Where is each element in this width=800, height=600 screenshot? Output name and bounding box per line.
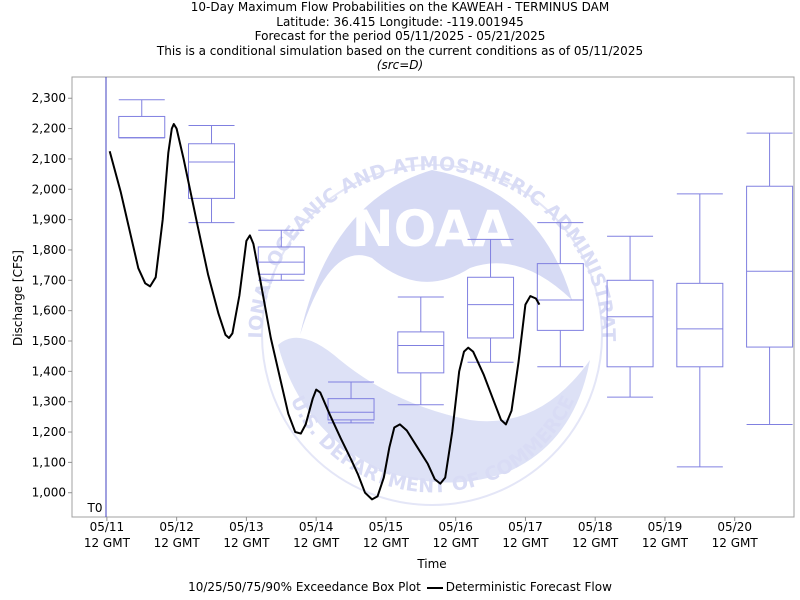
t0-label: T0 [87, 501, 103, 515]
t0-marker: T0 [87, 77, 107, 517]
noaa-logo-text: NOAA [352, 200, 513, 258]
y-tick-label: 1,600 [32, 304, 66, 318]
x-tick-label: 12 GMT [363, 536, 410, 550]
x-axis-label: Time [416, 557, 446, 571]
legend: 10/25/50/75/90% Exceedance Box Plot Deter… [0, 580, 800, 594]
noaa-wave-shape [278, 337, 590, 483]
chart-header: 10-Day Maximum Flow Probabilities on the… [0, 0, 800, 73]
box-iqr [467, 276, 515, 339]
box-plot [746, 132, 794, 425]
legend-line-swatch [426, 586, 443, 589]
plot-area [71, 76, 795, 518]
chart-location: Latitude: 36.415 Longitude: -119.001945 [276, 14, 524, 29]
chart-note: This is a conditional simulation based o… [156, 43, 644, 58]
chart-period: Forecast for the period 05/11/2025 - 05/… [254, 29, 546, 44]
x-tick-label: 12 GMT [502, 536, 549, 550]
box-plot [188, 125, 236, 224]
box-iqr [536, 263, 584, 331]
y-tick-label: 1,400 [32, 364, 66, 378]
y-tick-label: 1,100 [32, 455, 66, 469]
y-tick-label: 1,800 [32, 243, 66, 257]
y-axis: 1,000 1,100 1,200 1,300 1,400 1,500 1,600 1,700… [32, 91, 72, 500]
x-tick-label: 05/20 [717, 520, 752, 534]
chart-title: 10-Day Maximum Flow Probabilities on the… [190, 0, 610, 14]
x-tick-label: 05/12 [159, 520, 194, 534]
y-tick-label: 1,500 [32, 334, 66, 348]
deterministic-line [108, 123, 541, 501]
x-tick-label: 12 GMT [84, 536, 131, 550]
x-tick-label: 05/18 [578, 520, 613, 534]
box-iqr [118, 115, 166, 139]
box-plot [536, 222, 584, 368]
y-tick-label: 1,200 [32, 425, 66, 439]
box-iqr [746, 185, 794, 348]
box-iqr [188, 143, 236, 199]
noaa-bird-shape [300, 170, 572, 335]
box-iqr [676, 282, 724, 368]
x-tick-label: 12 GMT [712, 536, 759, 550]
y-tick-label: 1,000 [32, 486, 66, 500]
box-plot [257, 229, 305, 281]
y-tick-label: 2,100 [32, 152, 66, 166]
x-tick-label: 12 GMT [642, 536, 689, 550]
x-tick-label: 05/11 [90, 520, 125, 534]
y-tick-label: 2,300 [32, 91, 66, 105]
y-tick-label: 1,900 [32, 213, 66, 227]
x-tick-label: 05/16 [438, 520, 473, 534]
box-plot [397, 296, 445, 406]
x-tick-label: 12 GMT [223, 536, 270, 550]
x-tick-label: 05/19 [648, 520, 683, 534]
y-tick-label: 1,300 [32, 395, 66, 409]
x-tick-label: 12 GMT [293, 536, 340, 550]
y-axis-label: Discharge [CFS] [11, 250, 25, 346]
box-plot [118, 99, 166, 139]
box-plots [118, 99, 794, 468]
y-tick-label: 2,000 [32, 182, 66, 196]
box-plot [676, 193, 724, 468]
x-tick-label: 05/13 [229, 520, 264, 534]
legend-line-label: Deterministic Forecast Flow [445, 580, 612, 594]
box-plot [467, 238, 515, 363]
box-plot [606, 235, 654, 398]
y-tick-label: 2,200 [32, 122, 66, 136]
x-tick-label: 05/14 [299, 520, 334, 534]
y-tick-label: 1,700 [32, 273, 66, 287]
x-tick-label: 12 GMT [433, 536, 480, 550]
chart-source: (src=D) [376, 58, 424, 73]
x-tick-label: 05/17 [508, 520, 543, 534]
x-tick-label: 05/15 [369, 520, 404, 534]
box-iqr [606, 279, 654, 368]
legend-box-label: 10/25/50/75/90% Exceedance Box Plot [188, 580, 421, 594]
box-iqr [397, 331, 445, 374]
deterministic-series [108, 123, 541, 501]
x-tick-label: 12 GMT [572, 536, 619, 550]
x-axis: 05/11 12 GMT 05/12 12 GMT 05/13 12 GMT 05/14 12… [84, 517, 759, 550]
x-tick-label: 12 GMT [154, 536, 201, 550]
box-iqr [257, 246, 305, 275]
noaa-watermark: NOAA NATIONAL OCEANIC AND ATMOSPHERIC AD… [0, 0, 619, 506]
